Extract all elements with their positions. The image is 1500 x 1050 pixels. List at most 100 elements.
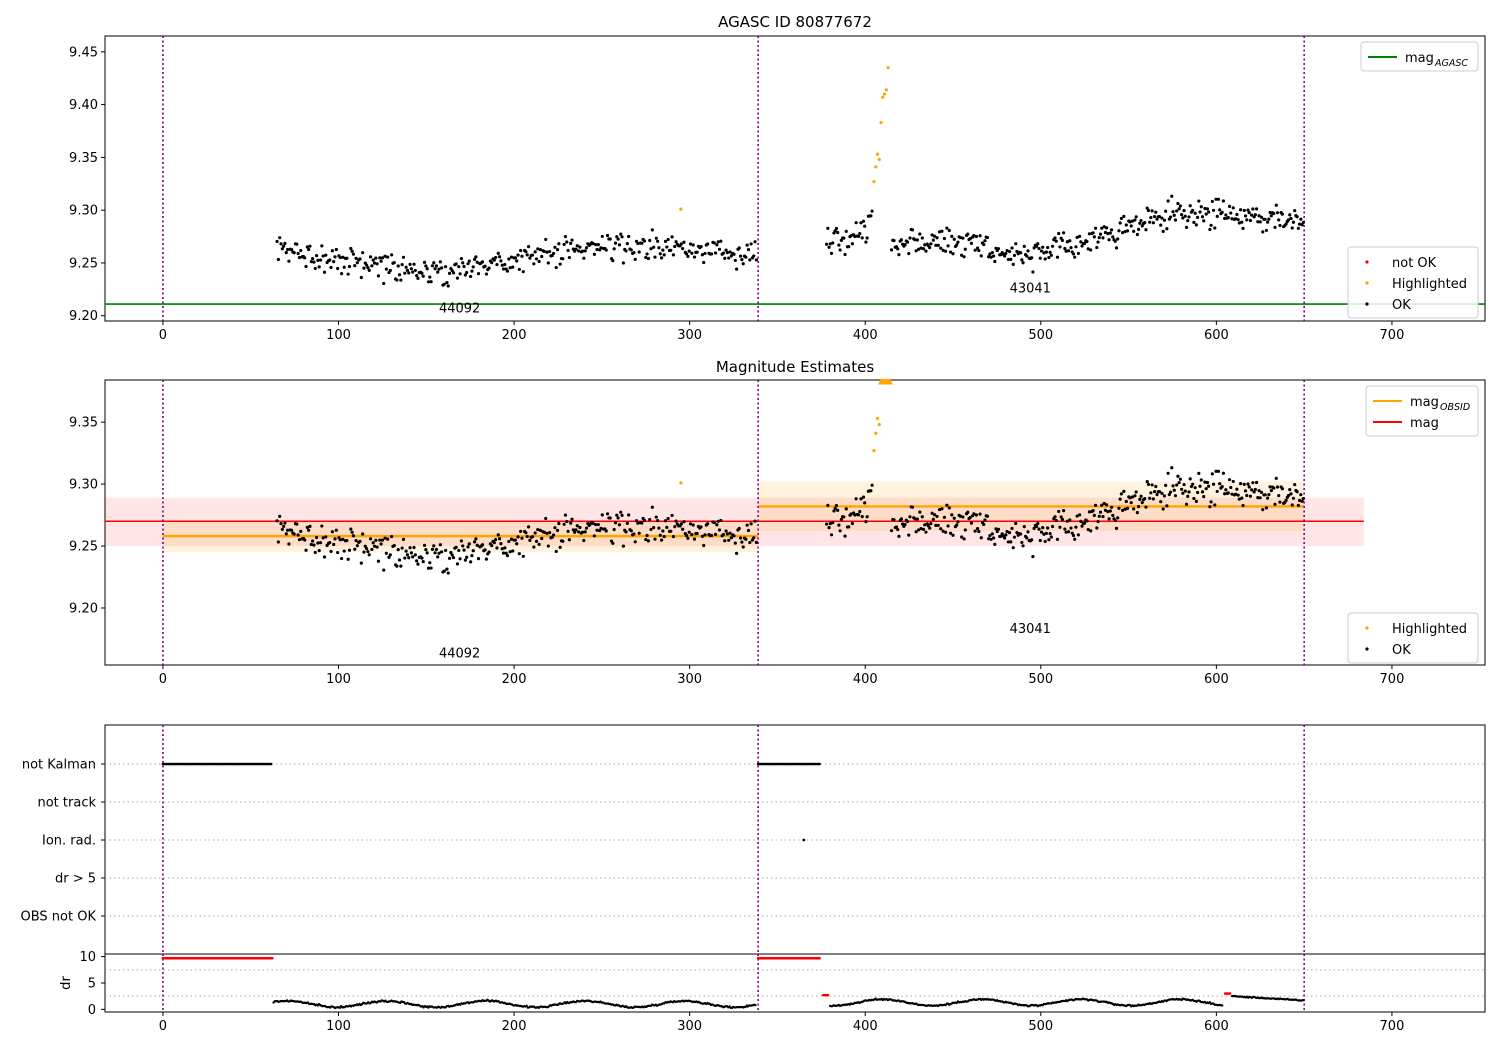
ok-point <box>939 246 943 250</box>
ok-point <box>1226 216 1230 220</box>
ok-point <box>436 270 440 274</box>
ok-point <box>636 521 640 525</box>
ok-point <box>1043 257 1047 261</box>
ok-point <box>944 530 948 534</box>
ok-point <box>1053 236 1057 240</box>
ok-point <box>1224 213 1228 217</box>
ok-point <box>285 528 290 532</box>
ok-point <box>699 525 703 529</box>
ok-point <box>721 532 726 537</box>
ok-point <box>853 234 857 239</box>
ok-point <box>1239 208 1243 212</box>
ok-point <box>968 515 972 520</box>
ok-point <box>1209 223 1213 227</box>
ok-point <box>716 240 720 244</box>
ok-point <box>1041 526 1045 530</box>
ok-point <box>442 282 446 286</box>
ok-point <box>1004 251 1008 256</box>
ok-point <box>379 542 383 546</box>
ok-point <box>499 542 503 546</box>
magest-frame <box>104 379 1486 666</box>
ok-point <box>621 544 625 548</box>
ok-point <box>825 522 829 526</box>
ok-point <box>1180 213 1184 217</box>
ok-point <box>892 238 896 243</box>
ok-point <box>908 515 912 519</box>
ok-point <box>646 539 650 543</box>
ok-point <box>856 234 861 238</box>
ok-point <box>663 519 668 523</box>
ok-point <box>748 540 752 545</box>
ok-point <box>837 523 841 527</box>
ok-point <box>1204 487 1208 491</box>
ok-point <box>1039 249 1044 253</box>
ok-point <box>311 257 315 261</box>
ok-point <box>349 246 353 251</box>
ok-point <box>1143 220 1147 225</box>
ok-point <box>380 256 385 260</box>
ok-point <box>934 243 938 247</box>
ok-point <box>567 538 571 542</box>
ok-point <box>674 240 678 244</box>
ok-point <box>415 273 419 278</box>
ok-point <box>656 239 660 243</box>
ok-point <box>1140 224 1144 228</box>
ok-point <box>458 557 462 561</box>
ok-point <box>671 253 676 257</box>
ok-point <box>657 526 661 530</box>
ok-point <box>1172 488 1176 492</box>
ok-point <box>1076 251 1080 256</box>
ok-point <box>1091 509 1095 513</box>
ok-point <box>534 539 539 543</box>
ok-point <box>1203 480 1207 484</box>
ok-point <box>471 265 475 269</box>
ok-point <box>864 240 868 244</box>
ok-point <box>445 281 449 285</box>
highlighted-point <box>877 157 881 162</box>
ok-point <box>632 532 636 536</box>
ok-point <box>653 255 657 259</box>
ok-point <box>1069 526 1073 530</box>
ok-point <box>451 556 456 560</box>
ok-point <box>422 260 427 264</box>
ok-point <box>681 527 685 531</box>
ok-point <box>1200 215 1205 219</box>
ok-point <box>1175 209 1179 213</box>
magnitude-estimates-panel: Magnitude Estimates 0 100 200 300 400 500 600 7… <box>69 358 1486 687</box>
ok-point <box>412 262 416 266</box>
ok-point <box>289 528 294 532</box>
ok-point <box>1162 494 1167 498</box>
ok-point <box>1177 207 1181 211</box>
ok-point <box>842 236 846 240</box>
dr-point <box>1208 1001 1212 1004</box>
ok-point <box>653 537 657 541</box>
ok-point <box>996 527 1001 531</box>
ok-point <box>928 526 932 530</box>
ok-point <box>532 545 536 549</box>
ok-point <box>960 253 964 257</box>
ok-point <box>1047 538 1051 542</box>
ok-point <box>330 530 334 534</box>
ok-point <box>654 236 658 240</box>
ok-point <box>642 239 647 243</box>
ok-point <box>611 541 615 545</box>
ok-point <box>945 503 949 507</box>
ok-point <box>706 242 710 246</box>
ok-point <box>338 538 342 542</box>
ok-point <box>1267 217 1271 221</box>
ok-point <box>646 256 650 261</box>
ok-point <box>403 556 407 560</box>
ok-point <box>1148 496 1152 500</box>
ok-point <box>1211 482 1216 486</box>
ok-point <box>937 230 942 234</box>
ok-point <box>280 527 284 532</box>
ok-point <box>1172 213 1176 217</box>
ok-point <box>1299 493 1303 497</box>
ok-point <box>533 531 537 535</box>
ok-point <box>508 266 512 270</box>
ok-point <box>275 239 279 244</box>
ok-point <box>1242 208 1246 213</box>
ok-point <box>687 530 691 534</box>
ok-point <box>332 542 336 547</box>
ok-point <box>361 532 365 536</box>
